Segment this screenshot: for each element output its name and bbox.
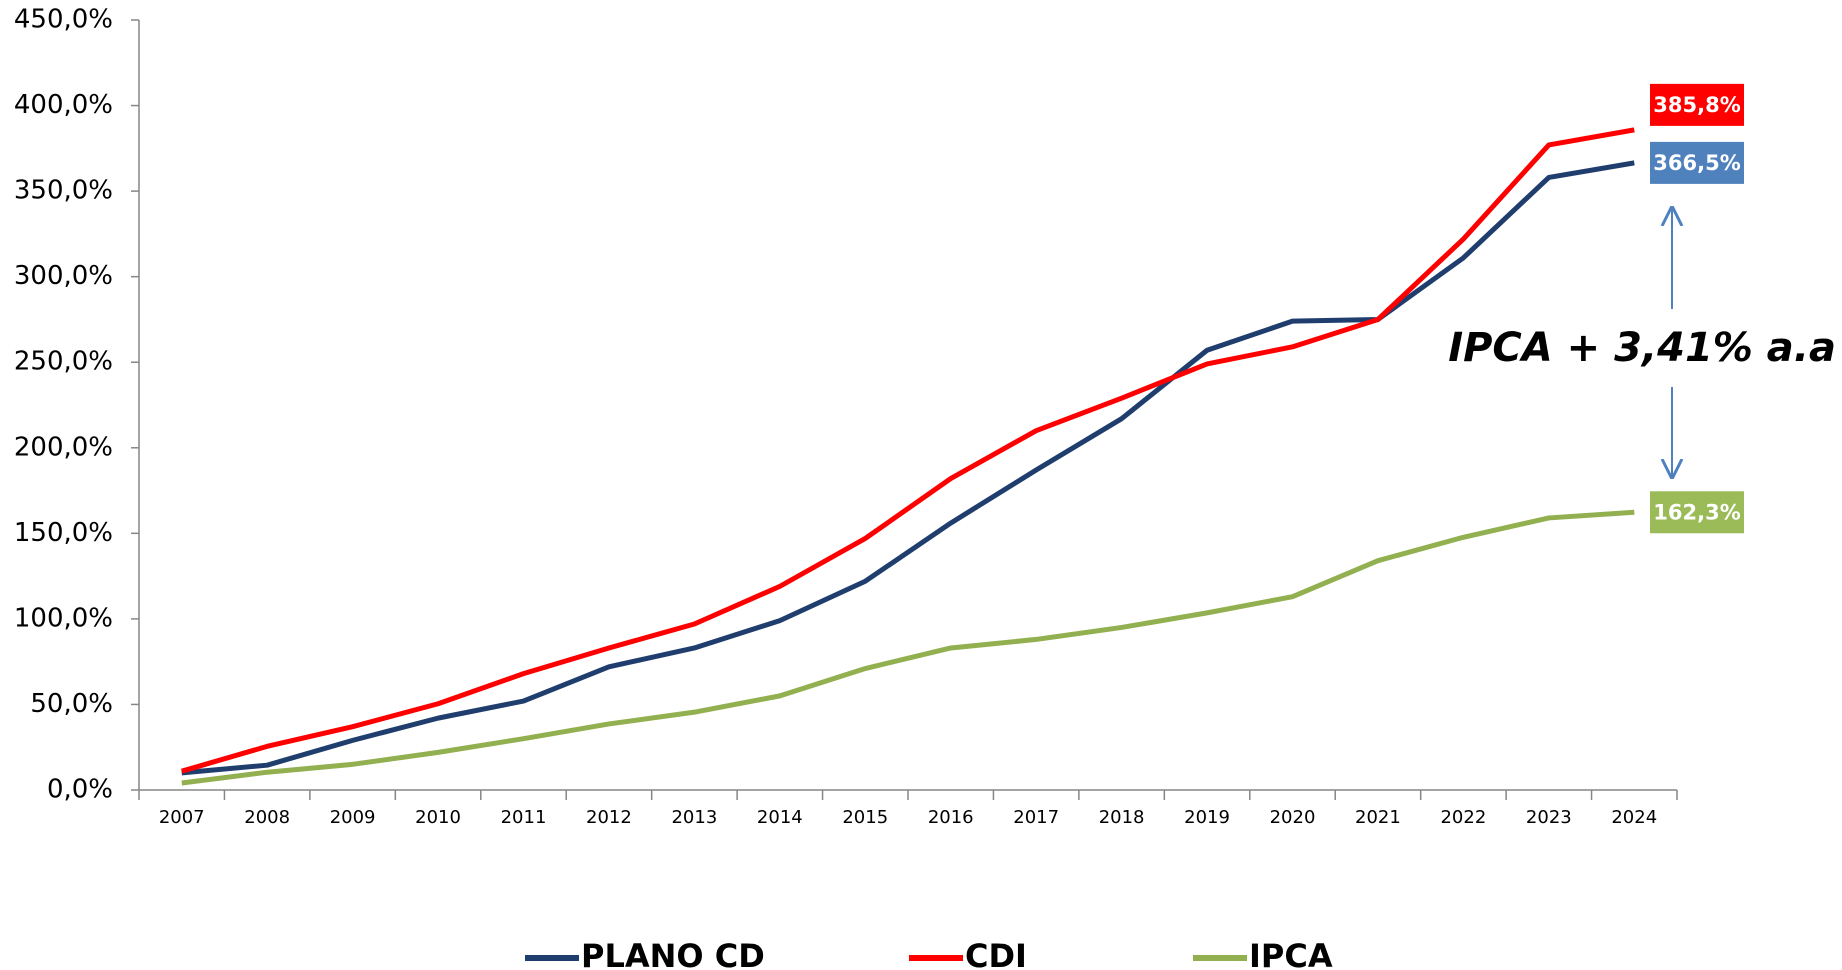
legend-label: IPCA bbox=[1249, 937, 1333, 970]
value-label-box bbox=[1650, 141, 1744, 184]
y-tick-label: 450,0% bbox=[14, 5, 113, 35]
x-tick-label: 2023 bbox=[1526, 807, 1572, 828]
x-tick-label: 2021 bbox=[1355, 807, 1401, 828]
y-tick-label: 200,0% bbox=[14, 432, 113, 462]
x-tick-label: 2008 bbox=[244, 807, 290, 828]
value-label: 162,3% bbox=[1653, 500, 1740, 524]
value-label-box bbox=[1650, 83, 1744, 126]
x-tick-label: 2009 bbox=[330, 807, 376, 828]
legend-label: PLANO CD bbox=[581, 937, 765, 970]
series-line bbox=[181, 127, 1635, 774]
series-line bbox=[181, 509, 1635, 786]
y-tick-label: 50,0% bbox=[30, 689, 113, 719]
y-tick-label: 400,0% bbox=[14, 90, 113, 120]
x-tick-label: 2012 bbox=[586, 807, 632, 828]
value-label: 385,8% bbox=[1653, 93, 1740, 117]
value-label: 366,5% bbox=[1653, 151, 1740, 175]
legend-label: CDI bbox=[965, 937, 1027, 970]
x-tick-label: 2018 bbox=[1099, 807, 1145, 828]
x-tick-label: 2013 bbox=[671, 807, 717, 828]
value-label-box bbox=[1650, 491, 1744, 534]
y-tick-label: 100,0% bbox=[14, 603, 113, 633]
x-tick-label: 2010 bbox=[415, 807, 461, 828]
x-tick-label: 2017 bbox=[1013, 807, 1059, 828]
y-tick-label: 300,0% bbox=[14, 261, 113, 291]
annotation: IPCA + 3,41% a.a bbox=[1448, 325, 1836, 371]
x-tick-label: 2014 bbox=[757, 807, 803, 828]
y-tick-label: 250,0% bbox=[14, 347, 113, 377]
x-tick-label: 2019 bbox=[1184, 807, 1230, 828]
x-tick-label: 2022 bbox=[1440, 807, 1486, 828]
x-tick-label: 2016 bbox=[928, 807, 974, 828]
y-tick-label: 0,0% bbox=[47, 775, 113, 805]
x-tick-label: 2024 bbox=[1611, 807, 1657, 828]
y-tick-label: 150,0% bbox=[14, 518, 113, 548]
y-tick-label: 350,0% bbox=[14, 176, 113, 206]
x-tick-label: 2011 bbox=[501, 807, 547, 828]
x-tick-label: 2015 bbox=[842, 807, 888, 828]
x-tick-label: 2020 bbox=[1270, 807, 1316, 828]
x-tick-label: 2007 bbox=[159, 807, 205, 828]
series-line bbox=[181, 160, 1635, 776]
